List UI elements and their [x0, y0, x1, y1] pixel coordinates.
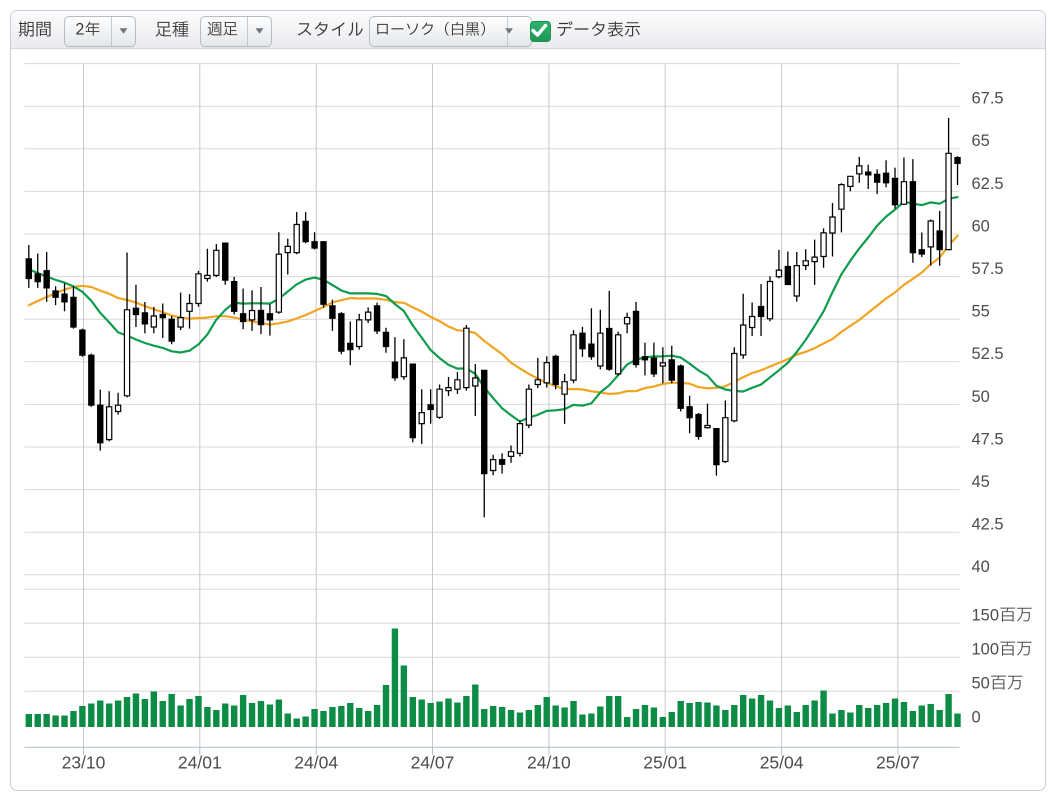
svg-text:42.5: 42.5: [972, 516, 1004, 534]
svg-text:67.5: 67.5: [972, 90, 1004, 108]
svg-text:50: 50: [972, 388, 990, 406]
svg-text:50: 50: [972, 675, 990, 693]
svg-text:55: 55: [972, 303, 990, 321]
svg-text:24/07: 24/07: [411, 752, 455, 772]
svg-text:150: 150: [972, 607, 1000, 625]
svg-text:0: 0: [972, 708, 981, 726]
svg-text:52.5: 52.5: [972, 345, 1004, 363]
svg-text:65: 65: [972, 132, 990, 150]
svg-text:24/04: 24/04: [294, 752, 338, 772]
svg-text:23/10: 23/10: [62, 752, 106, 772]
svg-text:62.5: 62.5: [972, 175, 1004, 193]
svg-text:60: 60: [972, 217, 990, 235]
svg-text:40: 40: [972, 558, 990, 576]
svg-text:25/01: 25/01: [643, 752, 687, 772]
svg-text:45: 45: [972, 473, 990, 491]
svg-text:25/04: 25/04: [760, 752, 804, 772]
svg-text:100: 100: [972, 641, 1000, 659]
svg-text:47.5: 47.5: [972, 430, 1004, 448]
svg-text:24/10: 24/10: [527, 752, 571, 772]
svg-text:24/01: 24/01: [178, 752, 222, 772]
svg-text:57.5: 57.5: [972, 260, 1004, 278]
svg-text:25/07: 25/07: [876, 752, 920, 772]
